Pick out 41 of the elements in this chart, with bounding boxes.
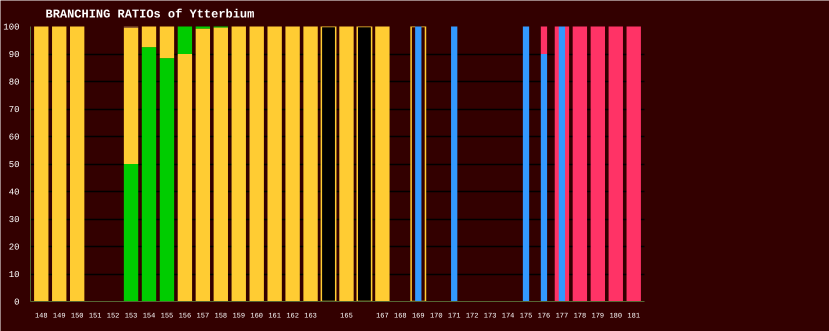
bar (626, 26, 641, 302)
bar (196, 28, 210, 302)
bar (522, 26, 530, 302)
bar (160, 26, 174, 58)
y-tick-label: 40 (8, 188, 20, 198)
bar (590, 26, 606, 302)
bar (540, 54, 548, 302)
y-tick-label: 30 (8, 215, 20, 225)
bar (160, 58, 174, 302)
y-tick-label: 10 (8, 270, 20, 280)
bar (558, 26, 566, 302)
bar (285, 26, 300, 302)
bar (34, 26, 48, 302)
y-tick-label: 50 (8, 160, 20, 170)
bar (178, 54, 192, 302)
y-tick-label: 90 (8, 50, 20, 60)
bar (303, 26, 318, 302)
bar (451, 26, 458, 302)
bar (124, 28, 138, 164)
bar (142, 26, 156, 48)
bar (375, 26, 390, 302)
y-tick-label: 100 (3, 22, 20, 32)
bar (540, 26, 548, 54)
y-tick-label: 20 (8, 242, 20, 252)
chart-title: BRANCHING RATIOs of Ytterbium (46, 8, 254, 22)
y-tick-label: 70 (8, 105, 20, 115)
y-tick-label: 60 (8, 132, 20, 142)
bar (250, 26, 264, 302)
bar (142, 47, 156, 302)
bar (572, 26, 588, 302)
y-tick-label: 0 (14, 298, 20, 308)
bar (339, 26, 354, 302)
bar (267, 26, 282, 302)
bar (178, 26, 192, 54)
bar (124, 164, 138, 302)
bar (232, 26, 246, 302)
bar (608, 26, 623, 302)
y-tick-label: 80 (8, 78, 20, 88)
bar (70, 26, 84, 302)
bar (214, 28, 228, 302)
bar (52, 26, 66, 302)
